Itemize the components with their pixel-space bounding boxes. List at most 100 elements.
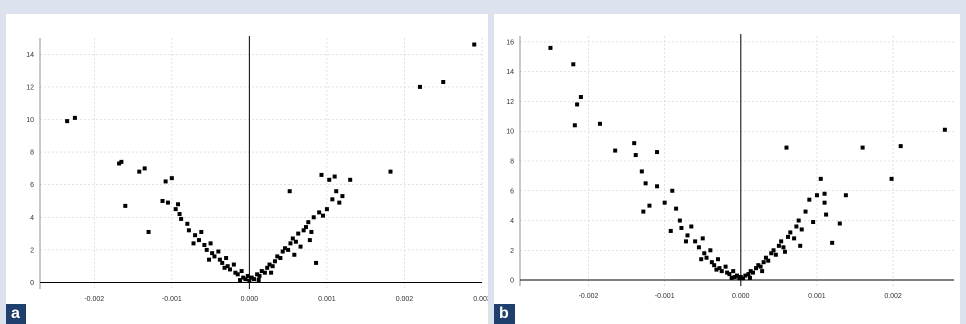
data-point <box>185 221 190 226</box>
data-point <box>314 260 319 265</box>
data-point <box>330 197 335 202</box>
data-point <box>696 245 701 250</box>
data-point <box>760 269 765 274</box>
data-point <box>693 239 698 244</box>
data-point <box>771 248 776 253</box>
data-point <box>796 218 801 223</box>
data-point <box>743 273 748 278</box>
data-point <box>719 269 724 274</box>
data-point <box>222 265 227 270</box>
data-point <box>142 166 147 171</box>
x-tick-label: -0.001 <box>655 293 675 300</box>
data-point <box>165 200 170 205</box>
data-point <box>301 228 306 233</box>
data-point <box>655 184 660 189</box>
x-tick-label: 0.003 <box>473 296 488 303</box>
data-point <box>837 221 842 226</box>
data-point <box>441 80 446 85</box>
data-point <box>270 264 275 269</box>
data-point <box>641 209 646 214</box>
data-point <box>773 252 778 257</box>
data-point <box>283 246 288 251</box>
data-point <box>327 177 332 182</box>
data-point <box>830 240 835 245</box>
y-tick-label: 12 <box>26 84 34 91</box>
x-tick-label: 0.002 <box>884 293 902 300</box>
data-point <box>472 42 477 47</box>
data-point <box>243 277 248 282</box>
data-point <box>578 95 583 100</box>
y-tick-label: 8 <box>30 150 34 157</box>
data-point <box>239 269 244 274</box>
data-point <box>699 257 704 262</box>
data-point <box>702 251 707 256</box>
data-point <box>779 239 784 244</box>
data-point <box>822 200 827 205</box>
data-point <box>732 275 737 280</box>
y-tick-label: 14 <box>506 69 514 76</box>
data-point <box>811 220 816 225</box>
data-point <box>227 267 232 272</box>
data-point <box>193 233 198 238</box>
data-point <box>729 275 734 280</box>
data-point <box>208 241 213 246</box>
data-point <box>340 194 345 199</box>
y-tick-label: 2 <box>510 248 514 255</box>
panel-label-b: b <box>494 304 515 324</box>
data-point <box>307 238 312 243</box>
data-point <box>704 255 709 260</box>
panel-a: -0.002 -0.001 0.000 0.001 0.002 0.003 0 2 4 6 8 10 1… <box>6 14 488 324</box>
data-point <box>332 174 337 179</box>
data-point <box>738 275 743 280</box>
volcano-plot-b: -0.002 -0.001 0.000 0.001 0.002 0 2 4 6 8 10 12 14 16 <box>506 34 954 300</box>
data-point <box>212 254 217 259</box>
data-point <box>309 229 314 234</box>
data-point <box>303 225 308 230</box>
panel-b: -0.002 -0.001 0.000 0.001 0.002 0 2 4 6 8 10 12 14 16… <box>494 14 960 324</box>
data-point <box>799 227 804 232</box>
data-point <box>750 270 755 275</box>
x-tick-label: 0.000 <box>241 296 259 303</box>
data-point <box>119 159 124 164</box>
data-point <box>898 144 903 149</box>
data-point <box>348 177 353 182</box>
x-tick-label: 0.000 <box>732 293 750 300</box>
data-point <box>176 202 181 207</box>
data-point <box>298 244 303 249</box>
data-point <box>748 269 753 274</box>
data-point <box>717 266 722 271</box>
data-point <box>889 176 894 181</box>
data-point <box>196 238 201 243</box>
data-point <box>818 176 823 181</box>
data-point <box>725 270 730 275</box>
data-point <box>683 239 688 244</box>
y-tick-label: 0 <box>510 278 514 285</box>
data-point <box>186 228 191 233</box>
data-point <box>225 264 230 269</box>
data-point <box>210 251 215 256</box>
data-point <box>781 245 786 250</box>
data-point <box>572 123 577 128</box>
data-point <box>798 243 803 248</box>
data-point <box>700 236 705 241</box>
data-point <box>417 84 422 89</box>
y-tick-label: 8 <box>510 159 514 166</box>
data-point <box>317 210 322 215</box>
data-point <box>746 272 751 277</box>
data-point <box>784 145 789 150</box>
data-point <box>727 272 732 277</box>
data-point <box>321 213 326 218</box>
data-point <box>199 229 204 234</box>
data-point <box>247 278 252 283</box>
data-point <box>306 220 311 225</box>
panel-label-a: a <box>6 304 26 324</box>
data-point <box>324 207 329 212</box>
data-point <box>163 179 168 184</box>
data-point <box>257 273 262 278</box>
data-point <box>269 270 274 275</box>
data-point <box>575 102 580 107</box>
data-point <box>643 181 648 186</box>
data-point <box>204 247 209 252</box>
data-point <box>786 234 791 239</box>
data-point <box>723 264 728 269</box>
